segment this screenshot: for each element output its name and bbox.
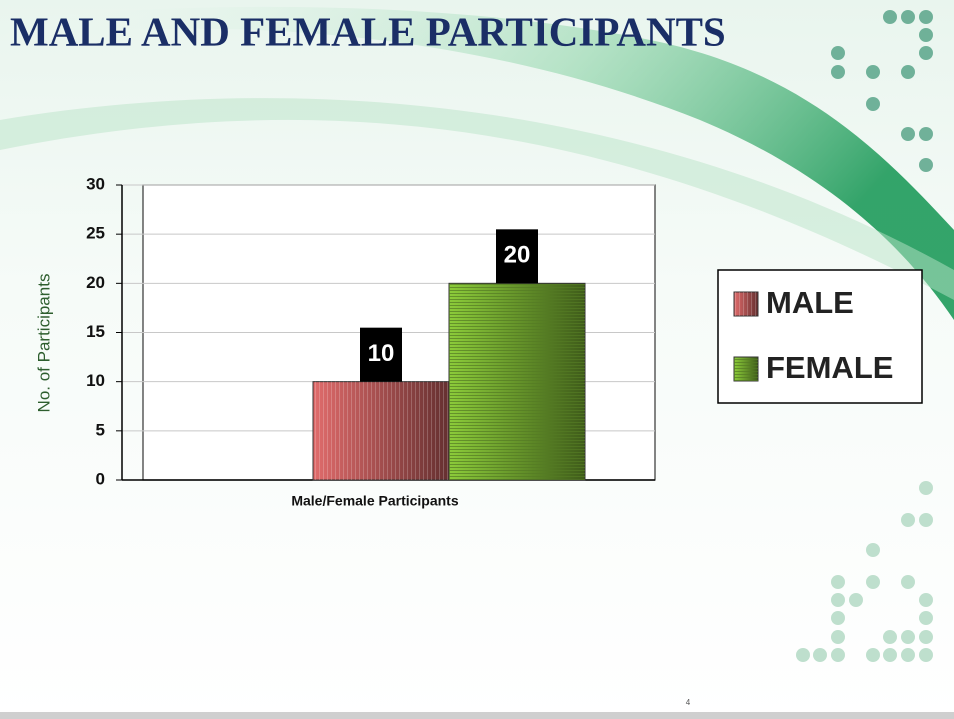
y-tick-label: 15 <box>86 322 105 341</box>
data-label: 20 <box>504 242 531 269</box>
legend-label: MALE <box>766 285 854 320</box>
y-tick-label: 5 <box>96 420 105 439</box>
y-tick-label: 30 <box>86 174 105 193</box>
x-tick-label: Male/Female Participants <box>291 493 459 509</box>
bar-texture <box>449 283 585 480</box>
y-tick-label: 25 <box>86 224 105 243</box>
legend-swatch-texture <box>734 292 758 316</box>
bottom-bar <box>0 712 954 719</box>
y-axis-label: No. of Participants <box>34 274 53 413</box>
y-tick-label: 10 <box>86 371 105 390</box>
y-tick-label: 0 <box>96 469 105 488</box>
data-label: 10 <box>368 340 395 367</box>
y-tick-label: 20 <box>86 273 105 292</box>
bar-texture <box>313 382 449 480</box>
slide: MALE AND FEMALE PARTICIPANTS No. of Part… <box>0 0 954 719</box>
slide-number: 4 <box>686 698 691 707</box>
legend-swatch-texture <box>734 357 758 381</box>
legend-label: FEMALE <box>766 350 893 385</box>
slide-title: MALE AND FEMALE PARTICIPANTS <box>10 8 726 54</box>
